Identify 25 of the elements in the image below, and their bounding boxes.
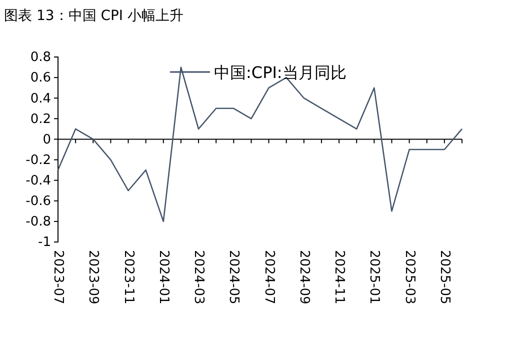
line-series [57,66,463,222]
x-tick-label: 2023-07 [50,250,66,304]
x-tick-label: 2024-03 [191,250,206,304]
x-tick-label: 2025-05 [436,250,452,304]
y-tick-label: -1 [38,235,51,250]
x-tick-label: 2023-11 [120,250,136,304]
chart-title: 图表 13：中国 CPI 小幅上升 [4,8,184,24]
x-tick-label: 2024-01 [156,250,171,304]
y-tick-label: 0.2 [30,112,51,127]
y-tick-label: -0.8 [26,214,51,230]
y-tick-label: -0.6 [26,194,51,210]
y-tick-label: 0.4 [30,91,51,106]
x-tick-label: 2025-01 [366,250,382,304]
x-tick-label: 2025-03 [402,250,417,304]
y-tick-label: 0.8 [30,50,51,66]
x-tick-label: 2024-11 [332,250,347,304]
y-tick-label: 0.6 [30,70,51,86]
legend-label: 中国:CPI:当月同比 [214,63,346,82]
y-tick-label: -0.2 [26,152,51,168]
y-tick-label: -0.4 [26,173,51,188]
x-tick-label: 2024-07 [261,250,276,304]
x-tick-label: 2024-05 [226,250,242,304]
x-tick-label: 2024-09 [296,250,312,304]
x-tick-label: 2023-09 [86,250,101,304]
y-tick-label: 0 [42,132,51,148]
